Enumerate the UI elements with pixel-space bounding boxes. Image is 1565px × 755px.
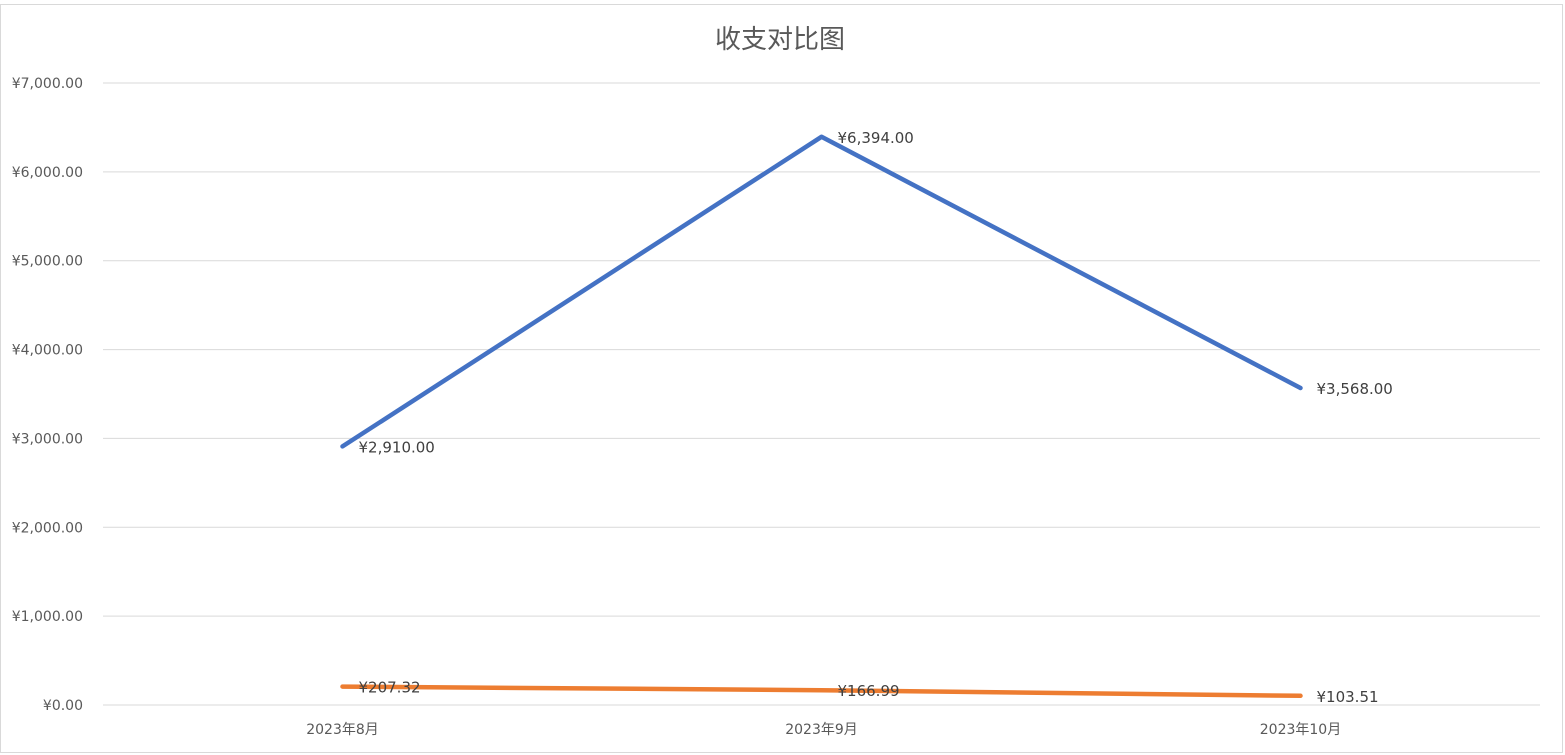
data-label: ¥2,910.00 — [359, 438, 435, 456]
x-axis-tick-labels: 2023年8月 2023年9月 2023年10月 — [306, 722, 1341, 738]
x-tick-label: 2023年8月 — [306, 722, 379, 738]
y-tick-label: ¥7,000.00 — [12, 76, 83, 92]
series-line — [340, 684, 1303, 699]
y-tick-label: ¥5,000.00 — [12, 254, 83, 270]
data-label: ¥207.32 — [359, 679, 421, 697]
series-lines — [340, 134, 1303, 699]
y-tick-label: ¥0.00 — [43, 698, 83, 714]
data-label: ¥166.99 — [838, 682, 900, 700]
data-label: ¥103.51 — [1317, 688, 1379, 706]
y-tick-label: ¥4,000.00 — [12, 343, 83, 359]
data-labels: ¥2,910.00 ¥6,394.00 ¥3,568.00 ¥207.32 ¥166.9… — [359, 129, 1393, 706]
series-line — [340, 134, 1303, 449]
chart-title: 收支对比图 — [715, 25, 845, 55]
y-tick-label: ¥2,000.00 — [12, 520, 83, 536]
x-tick-label: 2023年10月 — [1260, 722, 1341, 738]
x-tick-label: 2023年9月 — [785, 722, 858, 738]
y-tick-label: ¥1,000.00 — [12, 609, 83, 625]
gridlines — [103, 82, 1540, 706]
data-label: ¥6,394.00 — [838, 129, 914, 147]
chart-area — [0, 4, 1563, 753]
y-tick-label: ¥6,000.00 — [12, 165, 83, 181]
data-label: ¥3,568.00 — [1317, 380, 1393, 398]
y-axis-tick-labels: ¥0.00 ¥1,000.00 ¥2,000.00 ¥3,000.00 ¥4,000.0… — [12, 76, 83, 714]
y-tick-label: ¥3,000.00 — [12, 431, 83, 447]
